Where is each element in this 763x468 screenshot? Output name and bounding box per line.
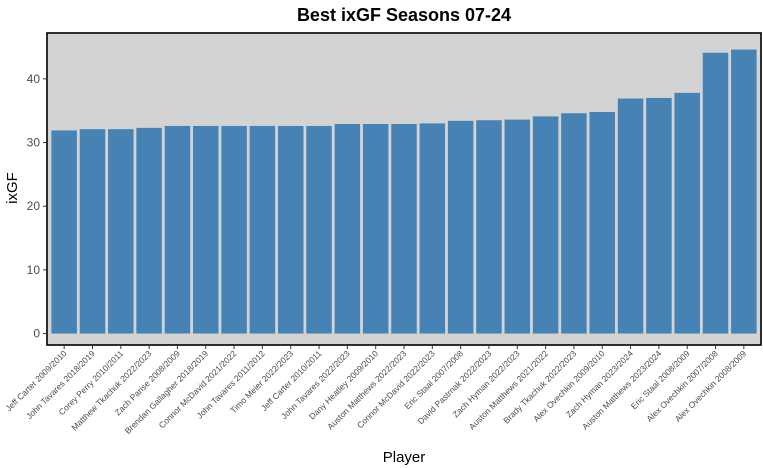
bar (51, 130, 77, 334)
bar (674, 92, 700, 334)
y-tick-label: 10 (27, 263, 41, 277)
y-tick-label: 40 (27, 72, 41, 86)
bar (731, 49, 757, 334)
bar (504, 119, 531, 334)
bar (476, 120, 502, 334)
x-axis-label: Player (383, 449, 426, 466)
bar (164, 125, 191, 334)
chart-title: Best ixGF Seasons 07-24 (297, 5, 511, 25)
y-tick-label: 20 (27, 199, 41, 213)
bar (589, 111, 615, 334)
bar (277, 125, 304, 334)
bar (561, 113, 587, 334)
bar (249, 125, 276, 334)
y-tick-label: 0 (33, 327, 40, 341)
bar (79, 129, 106, 334)
bar (532, 116, 559, 334)
bar (193, 125, 219, 334)
bar (447, 120, 474, 334)
bar (306, 125, 332, 334)
bar (108, 129, 134, 334)
bar (221, 125, 247, 334)
y-axis: 0 10 20 30 40 (27, 72, 47, 341)
y-tick-label: 30 (27, 136, 41, 150)
bar (702, 52, 729, 334)
bars-group (51, 49, 757, 334)
bar (617, 98, 644, 334)
y-axis-label: ixGF (4, 172, 21, 204)
bar (362, 124, 389, 334)
bar (646, 97, 672, 334)
bar (334, 124, 361, 334)
bar (419, 123, 446, 334)
bar (391, 124, 417, 334)
bar (136, 127, 162, 334)
